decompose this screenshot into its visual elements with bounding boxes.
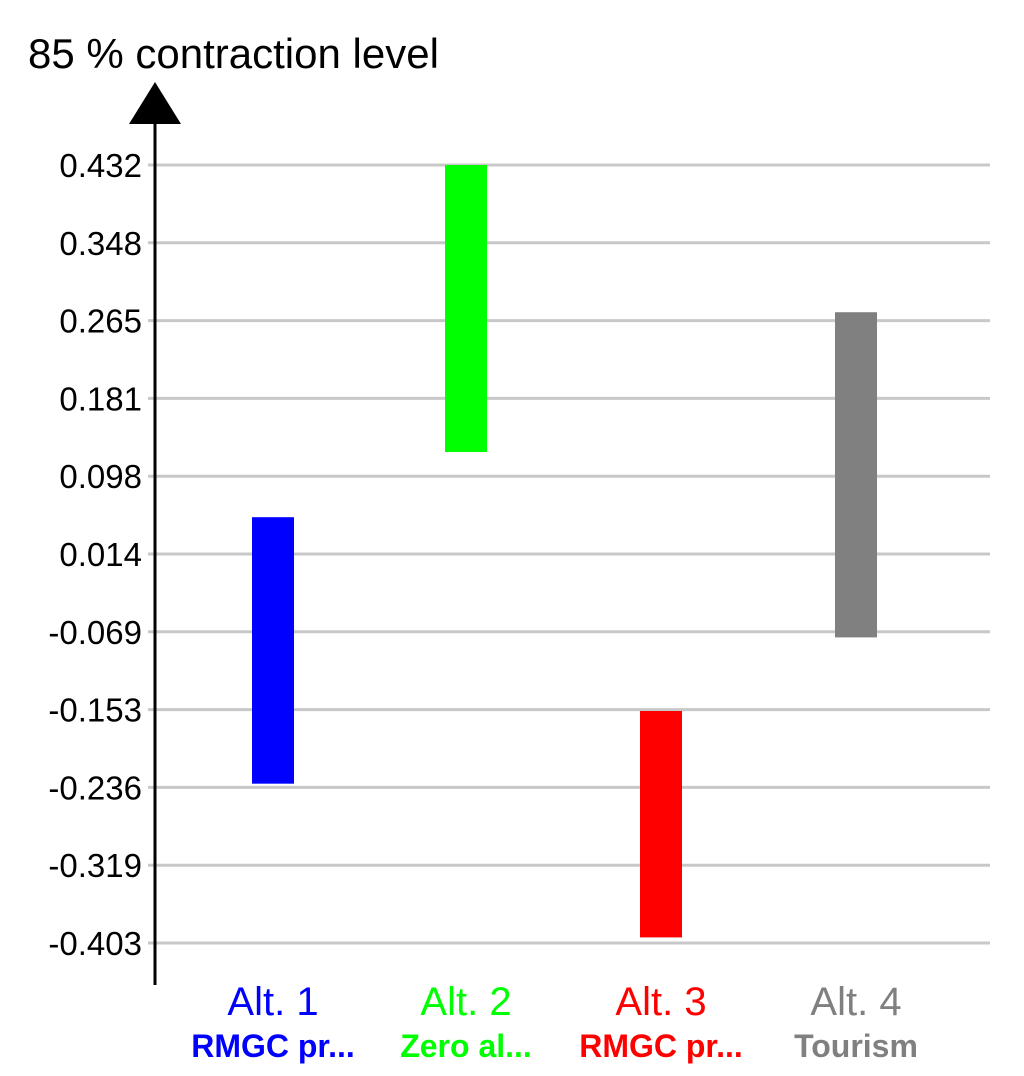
category-labels: Alt. 1 RMGC pr... Alt. 2 Zero al... Alt. 3 RM… [191, 980, 918, 1064]
range-bar-1 [252, 517, 294, 784]
y-tick-label: -0.236 [48, 769, 142, 806]
category-sublabel: Tourism [794, 1028, 918, 1064]
category-label: Alt. 4 [810, 980, 901, 1024]
y-tick-label: -0.153 [48, 692, 142, 729]
range-bar-3 [640, 710, 682, 938]
y-tick-label: 0.432 [59, 147, 142, 184]
category-sublabel: Zero al... [400, 1028, 532, 1064]
category-label: Alt. 3 [615, 980, 706, 1024]
range-bars [252, 165, 877, 938]
category-sublabel: RMGC pr... [579, 1028, 743, 1064]
range-bar-4 [835, 312, 877, 638]
y-tick-label: 0.014 [59, 536, 142, 573]
y-tick-label: 0.098 [59, 458, 142, 495]
y-tick-label: 0.348 [59, 225, 142, 262]
y-tick-label: -0.403 [48, 925, 142, 962]
y-tick-label: -0.319 [48, 847, 142, 884]
category-label: Alt. 1 [227, 980, 318, 1024]
y-tick-label: 0.181 [59, 380, 142, 417]
category-label: Alt. 2 [420, 980, 511, 1024]
y-axis-ticks: 0.432 0.348 0.265 0.181 0.098 0.014 -0.069 -0.1… [48, 147, 142, 962]
y-tick-label: 0.265 [59, 303, 142, 340]
range-bar-2 [445, 165, 487, 452]
category-sublabel: RMGC pr... [191, 1028, 355, 1064]
y-axis-arrow-icon [129, 82, 181, 124]
y-axis [129, 82, 181, 985]
y-axis-title: 85 % contraction level [28, 30, 439, 77]
y-tick-label: -0.069 [48, 614, 142, 651]
